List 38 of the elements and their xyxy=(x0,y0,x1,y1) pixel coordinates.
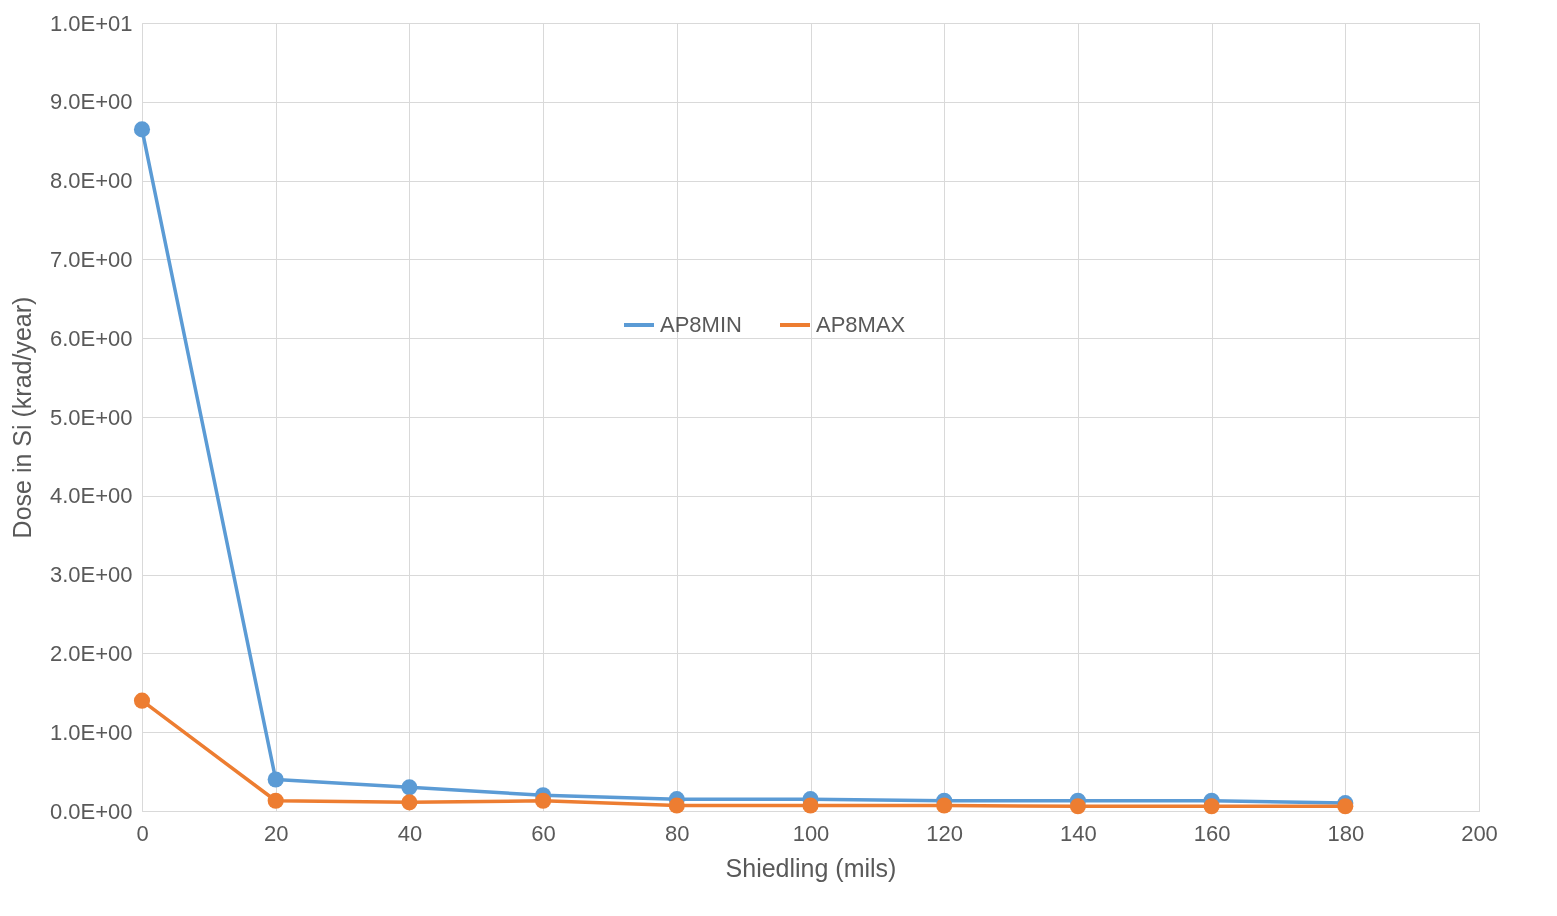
y-axis-title: Dose in Si (krad/year) xyxy=(7,296,36,539)
y-tick-label: 2.0E+00 xyxy=(49,640,133,666)
x-tick-label: 200 xyxy=(1461,820,1498,846)
x-tick-label: 80 xyxy=(665,820,690,846)
x-tick-label: 180 xyxy=(1327,820,1365,846)
y-tick-label: 8.0E+00 xyxy=(49,168,133,194)
x-tick-label: 0 xyxy=(136,820,149,846)
point xyxy=(1069,798,1086,815)
point xyxy=(401,779,418,796)
y-tick-label: 7.0E+00 xyxy=(49,246,133,272)
point xyxy=(1203,798,1220,815)
point xyxy=(401,794,418,811)
x-axis-title: Shiedling (mils) xyxy=(725,853,897,882)
point xyxy=(535,792,552,809)
y-tick-label: 0.0E+00 xyxy=(49,798,133,824)
y-tick-label: 4.0E+00 xyxy=(49,483,133,509)
y-tick-label: 9.0E+00 xyxy=(49,89,133,115)
point xyxy=(267,771,284,788)
x-tick-label: 60 xyxy=(531,820,556,846)
x-tick-label: 140 xyxy=(1060,820,1097,846)
y-tick-label: 1.0E+00 xyxy=(49,719,133,745)
x-tick-label: 40 xyxy=(397,820,423,846)
point xyxy=(133,121,151,138)
x-tick-label: 20 xyxy=(263,820,289,846)
y-tick-label: 5.0E+00 xyxy=(49,404,133,430)
legend-label: AP8MAX xyxy=(816,312,906,337)
x-tick-label: 160 xyxy=(1193,820,1231,846)
y-tick-label: 1.0E+01 xyxy=(49,10,133,36)
x-tick-label: 120 xyxy=(926,820,964,846)
point xyxy=(668,797,685,814)
y-tick-label: 3.0E+00 xyxy=(49,562,133,588)
point xyxy=(936,797,953,814)
point xyxy=(267,792,284,809)
point xyxy=(802,797,819,814)
point xyxy=(133,692,151,709)
y-tick-label: 6.0E+00 xyxy=(49,325,133,351)
x-tick-label: 100 xyxy=(792,820,830,846)
legend-label: AP8MIN xyxy=(660,312,742,337)
